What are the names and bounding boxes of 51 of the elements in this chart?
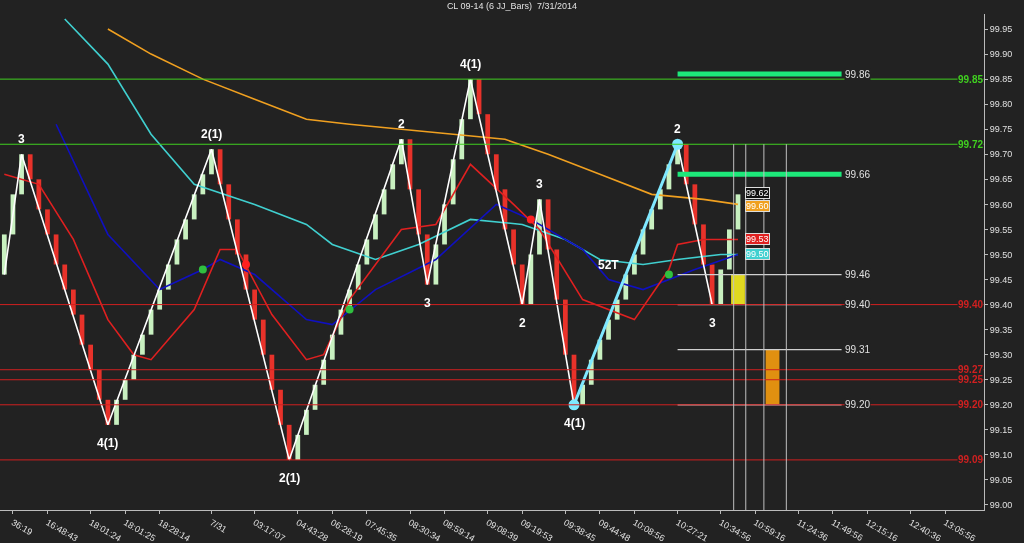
ref-line-label: 99.20 [958, 399, 984, 410]
annotation: 2 [674, 122, 681, 136]
y-tick-label: 99.00 [989, 500, 1013, 511]
y-tick-label: 99.40 [989, 299, 1013, 310]
annotation: 2 [519, 316, 526, 330]
y-tick-label: 99.70 [989, 149, 1013, 160]
y-tick-label: 99.15 [989, 424, 1013, 435]
annotation: 4(1) [97, 436, 119, 450]
annotation: 4(1) [564, 416, 586, 430]
annotation: 2 [398, 117, 405, 131]
y-tick-label: 99.75 [989, 124, 1013, 135]
annotation: 2(1) [279, 471, 301, 485]
series-label: 99.86 [845, 69, 871, 80]
ref-line-label: 99.85 [958, 74, 984, 85]
annotation: 52T [598, 258, 620, 272]
y-tick-label: 99.95 [989, 24, 1013, 35]
series-label: 99.40 [845, 299, 871, 310]
annotation: 3 [18, 132, 25, 146]
y-tick-label: 99.60 [989, 199, 1013, 210]
y-tick-label: 99.10 [989, 450, 1013, 461]
x-tick-label: 7/31 [208, 517, 229, 535]
ref-line-label: 99.40 [958, 299, 984, 310]
y-tick-label: 99.25 [989, 374, 1013, 385]
series-label: 99.46 [845, 269, 871, 280]
annotation: 4(1) [460, 57, 482, 71]
data-label: 99.60 [746, 201, 769, 211]
y-tick-label: 99.80 [989, 99, 1013, 110]
annotation: 2(1) [201, 127, 223, 141]
y-tick-label: 99.45 [989, 274, 1013, 285]
series-label: 99.31 [845, 344, 871, 355]
ref-line-label: 99.72 [958, 139, 984, 150]
ref-line-label: 99.25 [958, 374, 984, 385]
series-label: 99.20 [845, 399, 871, 410]
y-tick-label: 99.20 [989, 399, 1013, 410]
ref-line-label: 99.09 [958, 454, 984, 465]
y-tick-label: 99.55 [989, 224, 1013, 235]
series-label: 99.66 [845, 169, 871, 180]
y-tick-label: 99.65 [989, 174, 1013, 185]
data-label: 99.50 [746, 249, 769, 259]
y-tick-label: 99.35 [989, 324, 1013, 335]
y-tick-label: 99.05 [989, 475, 1013, 486]
chart-title: CL 09-14 (6 JJ_Bars) 7/31/2014 [446, 1, 578, 12]
ref-line-label: 99.27 [958, 364, 984, 375]
annotation: 3 [536, 177, 543, 191]
y-tick-label: 99.50 [989, 249, 1013, 260]
data-label: 99.53 [746, 234, 769, 244]
y-tick-label: 99.90 [989, 49, 1013, 60]
annotation: 3 [709, 316, 716, 330]
text: 99.62 [746, 188, 769, 198]
y-tick-label: 99.30 [989, 349, 1013, 360]
y-tick-label: 99.85 [989, 74, 1013, 85]
